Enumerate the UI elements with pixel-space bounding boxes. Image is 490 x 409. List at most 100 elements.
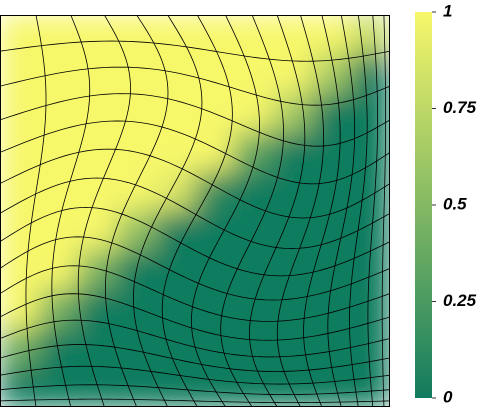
mesh-line (0, 93, 390, 147)
heatmap-cell (38, 328, 79, 369)
heatmap-cell (77, 288, 118, 330)
heatmap-cell (311, 132, 352, 173)
heatmap-cell (272, 92, 313, 134)
heatmap-cell (233, 15, 274, 55)
heatmap-cell (272, 249, 313, 290)
heatmap-cell (0, 249, 40, 290)
heatmap-cell (233, 367, 274, 407)
heatmap-cell (116, 288, 157, 330)
mesh-line (303, 15, 341, 407)
heatmap-cell (233, 171, 274, 212)
heatmap-cell (116, 171, 157, 212)
heatmap-cell (0, 92, 40, 134)
mesh-line (51, 15, 91, 407)
heatmap-cell (194, 328, 235, 369)
mesh-line (0, 265, 390, 322)
heatmap-cell (38, 53, 79, 94)
mesh-line (0, 40, 390, 62)
heatmap-cell (155, 171, 196, 212)
colorbar-tick-label: 0 (443, 387, 453, 406)
mesh-line (104, 15, 169, 407)
heatmap-cell (155, 249, 196, 290)
heatmap-cell (77, 249, 118, 290)
mesh-line (327, 15, 356, 407)
heatmap-cell (311, 15, 352, 55)
heatmap-cell (38, 249, 79, 290)
mesh-line (381, 15, 387, 407)
heatmap-cell (350, 132, 390, 173)
colorbar-tick-label: 0.5 (443, 194, 467, 213)
mesh-line (25, 15, 47, 407)
mesh (0, 15, 390, 407)
heatmap-cell (194, 367, 235, 407)
heatmap-cell (233, 53, 274, 94)
mesh-line (77, 15, 131, 407)
mesh-line (276, 15, 325, 407)
heatmap-cells (0, 15, 390, 407)
heatmap-cell (272, 328, 313, 369)
heatmap-cell (77, 53, 118, 94)
heatmap-cell (194, 171, 235, 212)
heatmap-cell (233, 210, 274, 251)
heatmap-cell (38, 288, 79, 330)
heatmap-cell (116, 53, 157, 94)
heatmap-cell (350, 15, 390, 55)
heatmap-cell (77, 210, 118, 251)
heatmap-cell (116, 15, 157, 55)
mesh-line (0, 177, 390, 249)
heatmap-cell (155, 367, 196, 407)
heatmap-cell (116, 210, 157, 251)
heatmap-cell (194, 210, 235, 251)
mesh-line (0, 207, 390, 277)
heatmap-cell (272, 132, 313, 173)
heatmap-cell (272, 15, 313, 55)
heatmap-cell (155, 288, 196, 330)
heatmap-cell (155, 210, 196, 251)
colorbar (415, 12, 432, 398)
heatmap-cell (38, 367, 79, 407)
heatmap-cell (155, 132, 196, 173)
mesh-line (0, 293, 390, 341)
heatmap-cell (116, 92, 157, 134)
heatmap-cell (77, 367, 118, 407)
heatmap-cell (0, 328, 40, 369)
heatmap-cell (77, 15, 118, 55)
heatmap-cell (77, 328, 118, 369)
mesh-line (161, 15, 233, 407)
mesh-line (0, 344, 390, 372)
mesh-line (0, 384, 390, 395)
colorbar-tick-label: 0.25 (443, 291, 477, 310)
heatmap-cell (350, 92, 390, 134)
mesh-line (0, 236, 390, 301)
mesh-line (0, 120, 390, 185)
heatmap-cell (194, 132, 235, 173)
heatmap-cell (0, 288, 40, 330)
heatmap-cell (194, 92, 235, 134)
mesh-line (220, 15, 284, 407)
colorbar-tick-label: 1 (443, 1, 452, 20)
plot-area (0, 15, 390, 407)
heatmap-cell (350, 328, 390, 369)
heatmap-cell (77, 92, 118, 134)
heatmap-cell (311, 288, 352, 330)
mesh-line (0, 148, 390, 219)
mesh-line (0, 398, 390, 404)
mesh-line (133, 15, 203, 407)
heatmap-cell (194, 288, 235, 330)
heatmap-cell (194, 53, 235, 94)
heatmap-cell (194, 249, 235, 290)
heatmap-cell (77, 171, 118, 212)
heatmap-cell (0, 210, 40, 251)
heatmap-cell (233, 288, 274, 330)
mesh-line (367, 15, 379, 407)
mesh-line (0, 66, 390, 106)
heatmap-cell (272, 288, 313, 330)
heatmap-cell (350, 171, 390, 212)
heatmap-cell (350, 288, 390, 330)
heatmap-cell (272, 210, 313, 251)
heatmap-cell (311, 328, 352, 369)
heatmap-cell (350, 53, 390, 94)
heatmap-cell (311, 367, 352, 407)
colorbar-tick-label: 0.75 (443, 98, 477, 117)
heatmap-cell (0, 171, 40, 212)
